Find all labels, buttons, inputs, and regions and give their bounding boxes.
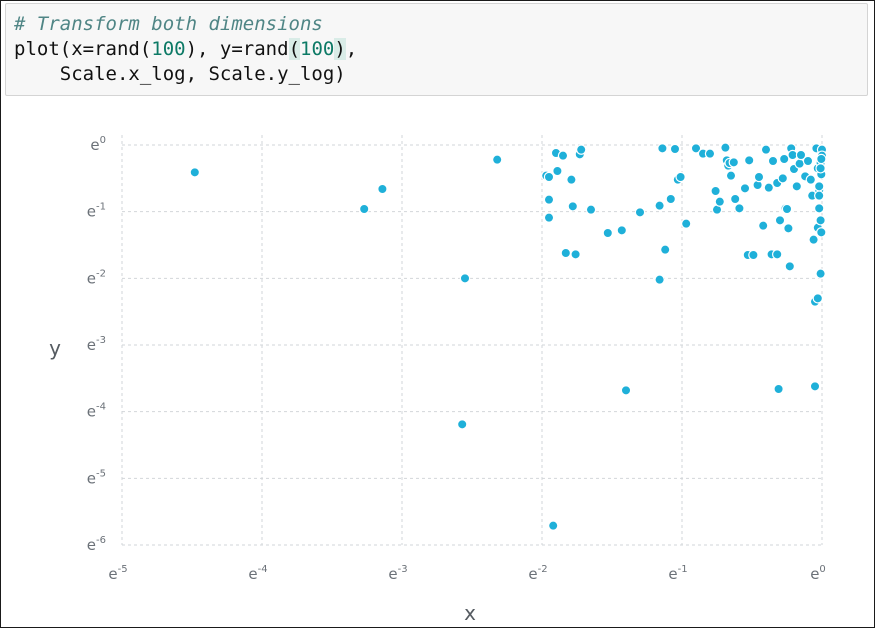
scatter-point	[669, 143, 681, 155]
y-tick-label: e-4	[87, 402, 106, 421]
scatter-point	[557, 150, 569, 161]
scatter-point	[570, 249, 581, 260]
scatter-point	[808, 234, 819, 245]
scatter-point	[616, 225, 628, 236]
code-line-3: Scale.x_log, Scale.y_log)	[14, 63, 346, 85]
y-tick-label: e0	[90, 135, 106, 154]
scatter-point	[814, 203, 825, 214]
scatter-point	[681, 218, 692, 229]
scatter-point	[783, 223, 794, 234]
scatter-point	[548, 520, 559, 531]
y-tick-label: e-1	[87, 202, 106, 221]
scatter-point	[543, 171, 555, 183]
scatter-point	[812, 293, 824, 304]
scatter-point	[567, 201, 579, 212]
x-axis-label: x	[464, 601, 476, 625]
scatter-point	[774, 215, 786, 226]
scatter-point	[714, 196, 726, 207]
x-tick-label: e-4	[248, 564, 267, 583]
grid	[121, 135, 823, 546]
scatter-point	[809, 381, 821, 392]
y-tick-label: e-5	[87, 468, 106, 487]
scatter-point	[784, 261, 796, 272]
x-tick-label: e-2	[528, 564, 547, 583]
scatter-chart: e0e-1e-2e-3e-4e-5e-6 e-5 e-4 e-3 e-2 e-1 e0 y…	[49, 135, 828, 625]
scatter-point	[767, 155, 779, 167]
scatter-point	[459, 273, 471, 284]
scatter-point	[620, 385, 632, 396]
scatter-point	[654, 274, 665, 285]
scatter-point	[602, 227, 614, 239]
scatter-point	[585, 204, 597, 215]
scatter-point	[816, 227, 827, 238]
scatter-point	[744, 155, 755, 166]
scatter-point	[815, 268, 826, 279]
scatter-point	[457, 419, 468, 430]
scatter-point	[543, 212, 555, 223]
scatter-point	[781, 203, 793, 215]
scatter-point	[189, 167, 200, 178]
scatter-point	[377, 183, 388, 195]
scatter-point	[576, 144, 587, 155]
scatter-point	[566, 174, 577, 185]
scatter-point	[805, 174, 817, 185]
scatter-point	[814, 181, 825, 192]
scatter-point	[710, 185, 721, 197]
x-tick-labels: e-5 e-4 e-3 e-2 e-1 e0	[108, 564, 825, 583]
scatter-point	[665, 193, 677, 205]
y-tick-label: e-2	[87, 268, 106, 287]
y-tick-label: e-3	[87, 335, 106, 354]
scatter-point	[794, 158, 805, 169]
y-axis-label: y	[49, 336, 61, 360]
x-tick-label: e0	[810, 564, 826, 583]
scatter-point	[816, 153, 827, 165]
scatter-point	[748, 249, 759, 261]
scatter-point	[634, 207, 646, 218]
scatter-point	[725, 170, 737, 181]
scatter-point	[552, 165, 563, 177]
scatter-point	[704, 148, 716, 159]
scatter-point	[660, 244, 671, 255]
scatter-point	[734, 203, 745, 214]
scatter-point	[791, 181, 803, 192]
data-points	[189, 142, 828, 531]
scatter-point	[760, 144, 772, 155]
scatter-point	[543, 194, 555, 205]
scatter-point	[728, 157, 740, 168]
scatter-point	[739, 183, 751, 194]
scatter-point	[773, 383, 784, 395]
scatter-point	[720, 142, 731, 153]
code-comment: # Transform both dimensions	[14, 13, 323, 35]
x-tick-label: e-1	[668, 564, 687, 583]
scatter-point	[815, 215, 826, 226]
y-tick-labels: e0 e-1 e-2 e-3 e-4 e-5 e-6	[87, 135, 106, 554]
scatter-point	[772, 249, 783, 260]
scatter-point	[815, 163, 826, 174]
y-tick-label: e-6	[87, 535, 106, 554]
scatter-point	[654, 200, 665, 211]
scatter-point	[560, 247, 572, 259]
scatter-point	[657, 143, 668, 154]
x-tick-label: e-3	[388, 564, 407, 583]
x-tick-label: e-5	[108, 564, 127, 583]
scatter-point	[753, 171, 765, 183]
scatter-point	[675, 171, 686, 183]
code-cell[interactable]: # Transform both dimensions plot(x=rand(…	[5, 3, 868, 96]
scatter-point	[777, 173, 789, 184]
scatter-point	[779, 153, 790, 165]
scatter-point	[758, 220, 769, 231]
scatter-point	[814, 190, 825, 201]
scatter-point	[763, 182, 775, 193]
scatter-point	[359, 203, 370, 215]
scatter-point	[690, 143, 702, 154]
scatter-point	[795, 149, 807, 161]
scatter-point	[802, 155, 814, 167]
scatter-point	[730, 193, 741, 205]
code-line-2: plot(x=rand(100), y=rand(100),	[14, 38, 358, 60]
scatter-point	[492, 154, 503, 165]
